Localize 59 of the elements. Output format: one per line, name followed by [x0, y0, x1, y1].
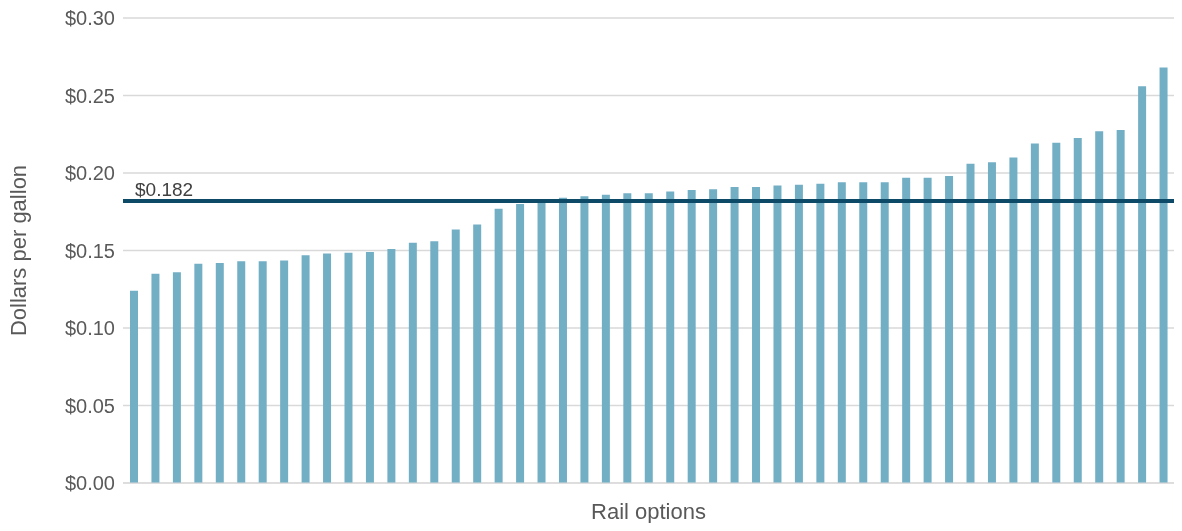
bar [687, 190, 696, 483]
y-tick-label: $0.05 [64, 394, 115, 417]
bar [987, 162, 996, 483]
bar [730, 186, 739, 483]
bar [280, 260, 289, 483]
bar [601, 194, 610, 483]
bar [966, 163, 975, 483]
bar [709, 189, 718, 483]
bar [537, 200, 546, 483]
bar [130, 290, 138, 483]
y-tick-label: $0.15 [64, 239, 115, 262]
bar [1159, 67, 1168, 483]
bar [323, 253, 332, 483]
bar [1095, 131, 1104, 483]
bar [344, 252, 353, 483]
bar [644, 193, 653, 483]
bar [773, 185, 782, 483]
bar [816, 183, 825, 483]
bar [430, 241, 439, 483]
bar [623, 193, 632, 483]
bar [408, 242, 417, 483]
bar [794, 184, 803, 483]
bar [1073, 137, 1082, 483]
bar [1009, 157, 1018, 483]
bar [1138, 86, 1147, 483]
bar [151, 273, 160, 483]
bar [387, 248, 396, 483]
bar [1052, 142, 1061, 483]
bar [194, 263, 203, 483]
x-axis-title: Rail options [591, 499, 706, 524]
bar [215, 262, 224, 483]
bar [1116, 130, 1125, 483]
bar [880, 182, 889, 483]
bar [172, 272, 181, 483]
bar [494, 208, 503, 483]
bar [902, 177, 911, 483]
y-tick-label: $0.30 [64, 7, 115, 30]
ref-line-label: $0.182 [135, 179, 194, 201]
bar [365, 252, 374, 483]
bar [258, 261, 267, 483]
y-tick-label: $0.25 [64, 84, 115, 107]
bar [558, 197, 567, 483]
bar [473, 224, 482, 483]
bar [301, 255, 310, 483]
bar [451, 229, 460, 483]
y-tick-label: $0.00 [64, 472, 115, 495]
bar [1030, 143, 1039, 483]
bar [237, 261, 246, 483]
bar [752, 186, 761, 483]
bar [516, 204, 525, 483]
y-axis-title: Dollars per gallon [5, 164, 31, 337]
y-tick-label: $0.10 [64, 317, 115, 340]
bar [666, 191, 675, 483]
bar [580, 196, 589, 483]
bar [923, 177, 932, 483]
y-tick-label: $0.20 [64, 162, 115, 185]
bar [837, 182, 846, 483]
bar [859, 182, 868, 483]
bar [945, 176, 954, 483]
